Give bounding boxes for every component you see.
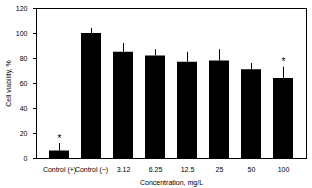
svg-text:Control (−): Control (−) <box>75 166 108 174</box>
svg-text:*: * <box>58 133 62 144</box>
svg-text:3.12: 3.12 <box>117 166 131 173</box>
svg-text:100: 100 <box>16 30 28 37</box>
svg-text:0: 0 <box>24 155 28 162</box>
svg-text:Cell viability, %: Cell viability, % <box>5 60 13 107</box>
svg-text:25: 25 <box>216 166 224 173</box>
svg-text:60: 60 <box>20 80 28 87</box>
svg-text:40: 40 <box>20 105 28 112</box>
svg-text:50: 50 <box>248 166 256 173</box>
svg-text:Control (+): Control (+) <box>43 166 76 174</box>
svg-text:6.25: 6.25 <box>149 166 163 173</box>
svg-text:12.5: 12.5 <box>181 166 195 173</box>
svg-text:120: 120 <box>16 5 28 12</box>
svg-text:Concentration, mg/L: Concentration, mg/L <box>140 179 203 187</box>
svg-text:80: 80 <box>20 55 28 62</box>
svg-text:20: 20 <box>20 130 28 137</box>
svg-text:*: * <box>282 56 286 67</box>
svg-text:100: 100 <box>278 166 290 173</box>
